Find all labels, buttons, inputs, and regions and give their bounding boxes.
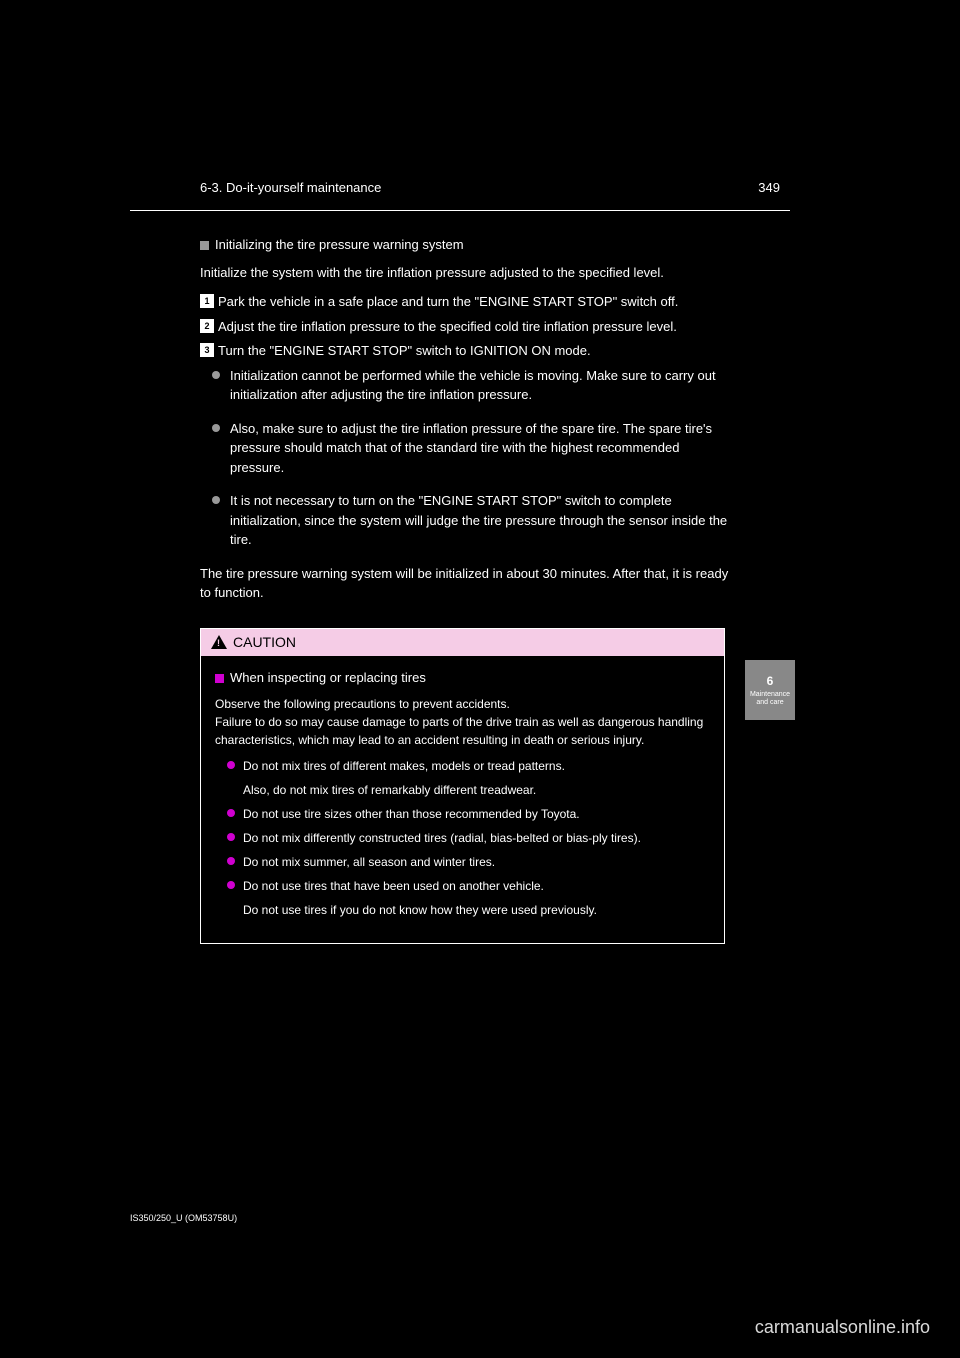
main-content: Initializing the tire pressure warning s… (200, 235, 730, 944)
chapter-tab: 6 Maintenance and care (745, 660, 795, 720)
document-id: IS350/250_U (OM53758U) (130, 1213, 237, 1223)
caution-item: Do not use tires that have been used on … (215, 877, 710, 895)
watermark: carmanualsonline.info (755, 1317, 930, 1338)
caution-item: Do not mix tires of different makes, mod… (215, 757, 710, 775)
caution-item-text: Do not mix differently constructed tires… (243, 831, 641, 845)
caution-item: Do not use tires if you do not know how … (215, 901, 710, 919)
dot-bullet-magenta-icon (227, 881, 235, 889)
square-bullet-magenta-icon (215, 674, 224, 683)
dot-bullet-magenta-icon (227, 809, 235, 817)
caution-item-text: Do not use tire sizes other than those r… (243, 807, 580, 821)
step-text: Park the vehicle in a safe place and tur… (218, 294, 678, 309)
step-number-icon: 1 (200, 294, 214, 308)
step-text: Adjust the tire inflation pressure to th… (218, 319, 677, 334)
dot-bullet-magenta-icon (227, 857, 235, 865)
chapter-tab-label: Maintenance and care (745, 691, 795, 706)
caution-title-text: When inspecting or replacing tires (230, 670, 426, 685)
caution-header: CAUTION (201, 629, 724, 656)
note-item: Also, make sure to adjust the tire infla… (200, 419, 730, 478)
step-2: 2 Adjust the tire inflation pressure to … (200, 317, 730, 337)
instruction-text: Initialize the system with the tire infl… (200, 263, 730, 283)
caution-box: CAUTION When inspecting or replacing tir… (200, 628, 725, 945)
dot-bullet-magenta-icon (227, 761, 235, 769)
caution-item-text: Do not mix summer, all season and winter… (243, 855, 495, 869)
note-item: Initialization cannot be performed while… (200, 366, 730, 405)
step-number-icon: 2 (200, 319, 214, 333)
note-text: It is not necessary to turn on the "ENGI… (230, 493, 727, 547)
final-text: The tire pressure warning system will be… (200, 564, 730, 603)
topic-title-text: Initializing the tire pressure warning s… (215, 237, 464, 252)
section-header: 6-3. Do-it-yourself maintenance (200, 180, 381, 195)
caution-item-text: Do not mix tires of different makes, mod… (243, 759, 565, 773)
note-item: It is not necessary to turn on the "ENGI… (200, 491, 730, 550)
caution-item: Do not mix summer, all season and winter… (215, 853, 710, 871)
dot-bullet-icon (212, 371, 220, 379)
step-number-icon: 3 (200, 343, 214, 357)
caution-item-text: Do not use tires if you do not know how … (243, 903, 597, 917)
caution-item: Do not mix differently constructed tires… (215, 829, 710, 847)
caution-item: Also, do not mix tires of remarkably dif… (215, 781, 710, 799)
caution-item-text: Do not use tires that have been used on … (243, 879, 544, 893)
note-text: Initialization cannot be performed while… (230, 368, 716, 403)
caution-item: Do not use tire sizes other than those r… (215, 805, 710, 823)
step-1: 1 Park the vehicle in a safe place and t… (200, 292, 730, 312)
caution-body: When inspecting or replacing tires Obser… (201, 656, 724, 944)
dot-bullet-icon (212, 424, 220, 432)
dot-bullet-magenta-icon (227, 833, 235, 841)
caution-title: When inspecting or replacing tires (215, 668, 710, 688)
dot-bullet-icon (212, 496, 220, 504)
note-text: Also, make sure to adjust the tire infla… (230, 421, 712, 475)
caution-item-text: Also, do not mix tires of remarkably dif… (243, 783, 536, 797)
square-bullet-icon (200, 241, 209, 250)
caution-intro: Observe the following precautions to pre… (215, 695, 710, 749)
header-divider (130, 210, 790, 211)
chapter-tab-number: 6 (767, 674, 774, 688)
step-text: Turn the "ENGINE START STOP" switch to I… (218, 343, 591, 358)
topic-title: Initializing the tire pressure warning s… (200, 235, 730, 255)
page-number: 349 (758, 180, 780, 195)
step-3: 3 Turn the "ENGINE START STOP" switch to… (200, 341, 730, 361)
warning-triangle-icon (211, 635, 227, 649)
caution-label: CAUTION (233, 632, 296, 653)
